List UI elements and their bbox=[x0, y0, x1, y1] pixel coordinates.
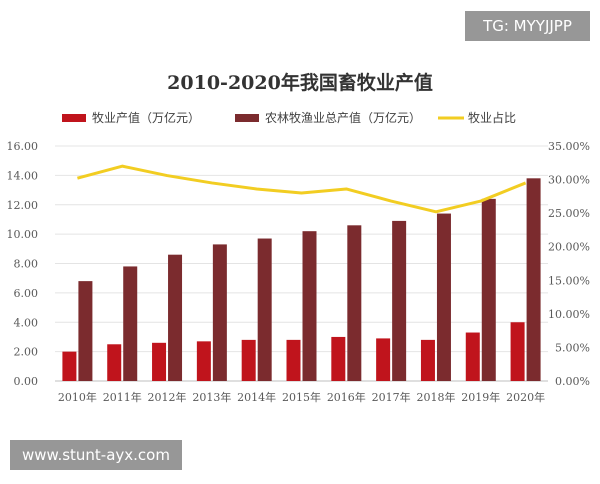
x-tick-label: 2017年 bbox=[372, 390, 411, 404]
y-left-tick-label: 10.00 bbox=[7, 228, 39, 241]
bar bbox=[62, 351, 77, 381]
bar bbox=[286, 339, 301, 381]
x-axis-ticks: 2010年 2011年 2012年 2013年 2014年 2015年 2016年 2017年… bbox=[58, 390, 545, 404]
legend-swatch bbox=[62, 114, 86, 122]
bar bbox=[152, 342, 167, 381]
y-left-tick-label: 12.00 bbox=[7, 199, 39, 212]
left-axis-ticks: 0.00 2.00 4.00 6.00 8.00 10.00 12.00 14.00 16.00 bbox=[7, 140, 39, 388]
watermark-bottom: www.stunt-ayx.com bbox=[10, 440, 182, 470]
bar bbox=[123, 266, 138, 381]
y-right-tick-label: 10.00% bbox=[548, 308, 590, 321]
y-right-tick-label: 15.00% bbox=[548, 274, 590, 287]
legend: 牧业产值（万亿元） 农林牧渔业总产值（万亿元） 牧业占比 bbox=[62, 110, 516, 125]
x-tick-label: 2013年 bbox=[192, 390, 231, 404]
x-tick-label: 2010年 bbox=[58, 390, 97, 404]
y-left-tick-label: 16.00 bbox=[7, 140, 39, 153]
y-right-tick-label: 25.00% bbox=[548, 207, 590, 220]
bar bbox=[302, 231, 317, 381]
chart-title: 2010-2020年我国畜牧业产值 bbox=[167, 71, 433, 94]
bar-layer bbox=[62, 178, 541, 381]
x-tick-label: 2018年 bbox=[416, 390, 455, 404]
legend-label: 牧业占比 bbox=[468, 110, 516, 125]
bar bbox=[376, 338, 391, 381]
y-right-tick-label: 30.00% bbox=[548, 174, 590, 187]
watermark-top: TG: MYYJJPP bbox=[465, 11, 590, 41]
y-right-tick-label: 0.00% bbox=[555, 375, 590, 388]
bar bbox=[257, 238, 272, 381]
y-right-tick-label: 20.00% bbox=[548, 241, 590, 254]
y-left-tick-label: 14.00 bbox=[7, 169, 39, 182]
y-left-tick-label: 8.00 bbox=[14, 258, 39, 271]
y-right-tick-label: 35.00% bbox=[548, 140, 590, 153]
bar bbox=[107, 344, 122, 381]
bar bbox=[510, 322, 525, 381]
bar bbox=[436, 213, 451, 381]
y-left-tick-label: 0.00 bbox=[14, 375, 39, 388]
y-left-tick-label: 4.00 bbox=[14, 316, 39, 329]
y-left-tick-label: 2.00 bbox=[14, 346, 39, 359]
x-tick-label: 2012年 bbox=[148, 390, 187, 404]
line-layer bbox=[77, 164, 527, 214]
x-tick-label: 2011年 bbox=[103, 390, 142, 404]
bar bbox=[331, 336, 346, 381]
bar bbox=[168, 254, 183, 381]
x-tick-label: 2020年 bbox=[506, 390, 545, 404]
bar bbox=[392, 220, 407, 381]
x-tick-label: 2016年 bbox=[327, 390, 366, 404]
legend-label: 农林牧渔业总产值（万亿元） bbox=[265, 110, 421, 125]
series-line bbox=[77, 164, 527, 214]
bar bbox=[78, 281, 93, 381]
bar bbox=[481, 198, 496, 381]
bar bbox=[212, 244, 227, 381]
bar bbox=[465, 332, 480, 381]
x-tick-label: 2019年 bbox=[461, 390, 500, 404]
bar bbox=[526, 178, 541, 381]
bar bbox=[347, 225, 362, 381]
bar bbox=[196, 341, 211, 381]
right-axis-ticks: 0.00% 5.00% 10.00% 15.00% 20.00% 25.00% 30.00%… bbox=[548, 140, 590, 388]
x-tick-label: 2015年 bbox=[282, 390, 321, 404]
legend-swatch bbox=[235, 114, 259, 122]
bar bbox=[420, 339, 435, 381]
y-left-tick-label: 6.00 bbox=[14, 287, 39, 300]
legend-label: 牧业产值（万亿元） bbox=[92, 110, 200, 125]
y-right-tick-label: 5.00% bbox=[555, 341, 590, 354]
x-tick-label: 2014年 bbox=[237, 390, 276, 404]
bar bbox=[241, 339, 256, 381]
